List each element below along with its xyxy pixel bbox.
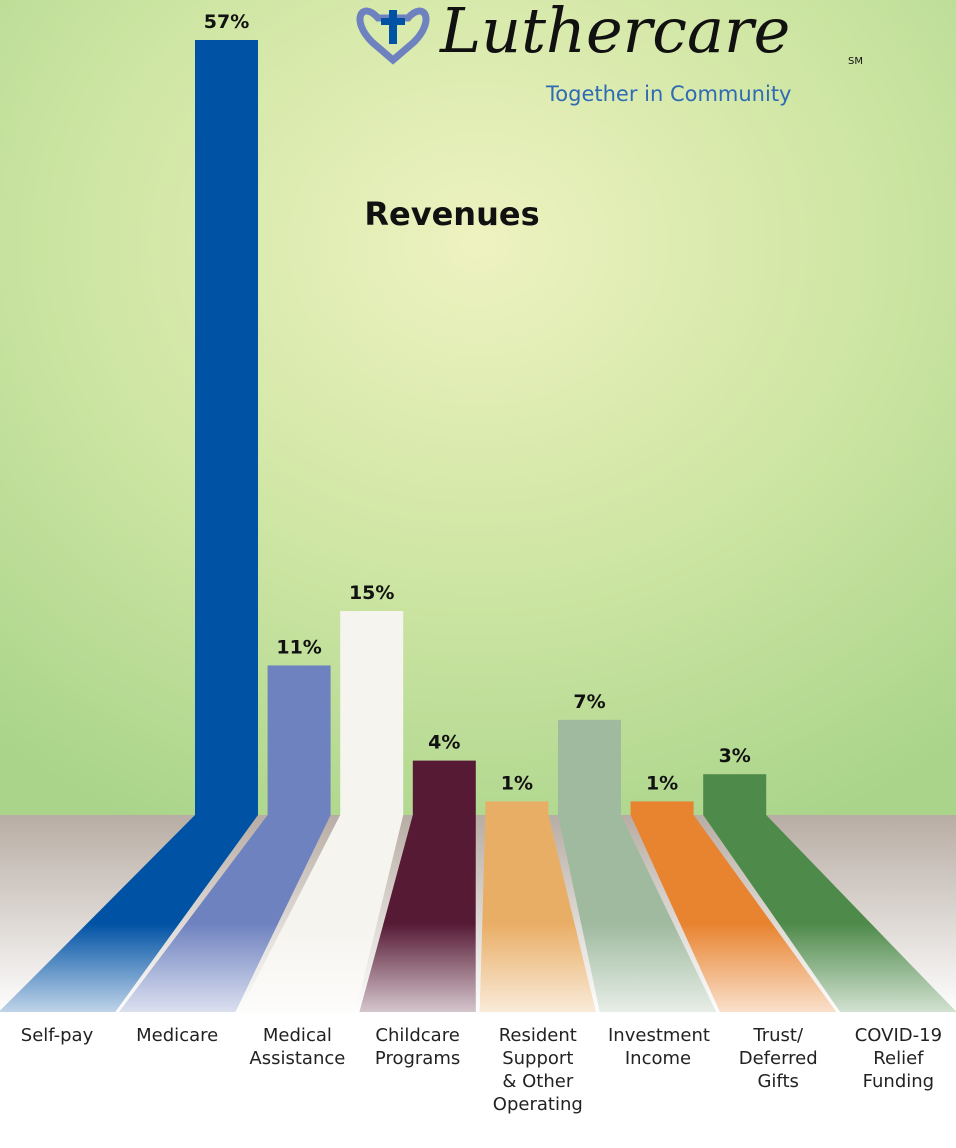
category-label: Resident Support & Other Operating bbox=[493, 1024, 583, 1116]
category-label: Trust/ Deferred Gifts bbox=[738, 1024, 818, 1093]
value-label: 57% bbox=[204, 11, 249, 33]
value-label: 15% bbox=[349, 582, 394, 604]
bar bbox=[195, 40, 258, 815]
category-label: Investment Income bbox=[608, 1024, 708, 1070]
bar bbox=[413, 761, 476, 815]
brand-tagline: Together in Community bbox=[546, 82, 792, 106]
value-label: 1% bbox=[646, 772, 678, 794]
value-label: 1% bbox=[501, 772, 533, 794]
bar bbox=[558, 720, 621, 815]
background bbox=[0, 0, 956, 815]
chart-title: Revenues bbox=[364, 195, 539, 233]
value-label: 7% bbox=[573, 691, 605, 713]
value-label: 4% bbox=[428, 732, 460, 754]
bar bbox=[268, 665, 331, 815]
category-label: Medical Assistance bbox=[247, 1024, 347, 1070]
chart: Revenues 57% 11% 15% 4% 1% 7% 1% 3% bbox=[0, 0, 956, 1148]
page: {"brand": {"name": "Luthercare", "mark":… bbox=[0, 0, 956, 1148]
bar bbox=[485, 801, 548, 815]
category-label: COVID-19 Relief Funding bbox=[848, 1024, 948, 1093]
bar bbox=[340, 611, 403, 815]
brand-mark: SM bbox=[848, 56, 863, 67]
category-label: Self-pay bbox=[1, 1024, 113, 1047]
value-label: 3% bbox=[719, 745, 751, 767]
bar bbox=[631, 801, 694, 815]
category-label: Childcare Programs bbox=[368, 1024, 468, 1070]
value-label: 11% bbox=[276, 636, 321, 658]
logo-cross bbox=[381, 18, 405, 25]
brand-name: Luthercare bbox=[440, 0, 790, 67]
category-label: Medicare bbox=[121, 1024, 233, 1047]
bar bbox=[703, 774, 766, 815]
logo-cross bbox=[389, 10, 397, 44]
